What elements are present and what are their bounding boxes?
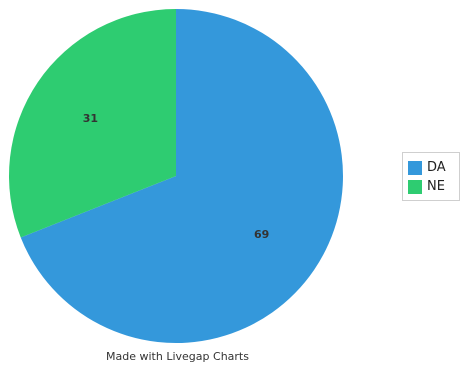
legend-swatch-da bbox=[408, 161, 422, 175]
legend-label-ne: NE bbox=[427, 179, 445, 194]
legend-item-ne[interactable]: NE bbox=[408, 178, 445, 196]
legend-item-da[interactable]: DA bbox=[408, 159, 446, 177]
data-label-ne: 31 bbox=[83, 112, 98, 125]
pie-slice-da[interactable] bbox=[20, 9, 344, 344]
pie-slice-ne[interactable] bbox=[8, 9, 177, 238]
footer-credit: Made with Livegap Charts bbox=[106, 350, 249, 363]
legend: DA NE bbox=[402, 152, 460, 201]
legend-swatch-ne bbox=[408, 180, 422, 194]
data-label-da: 69 bbox=[254, 228, 269, 241]
legend-label-da: DA bbox=[427, 160, 446, 175]
